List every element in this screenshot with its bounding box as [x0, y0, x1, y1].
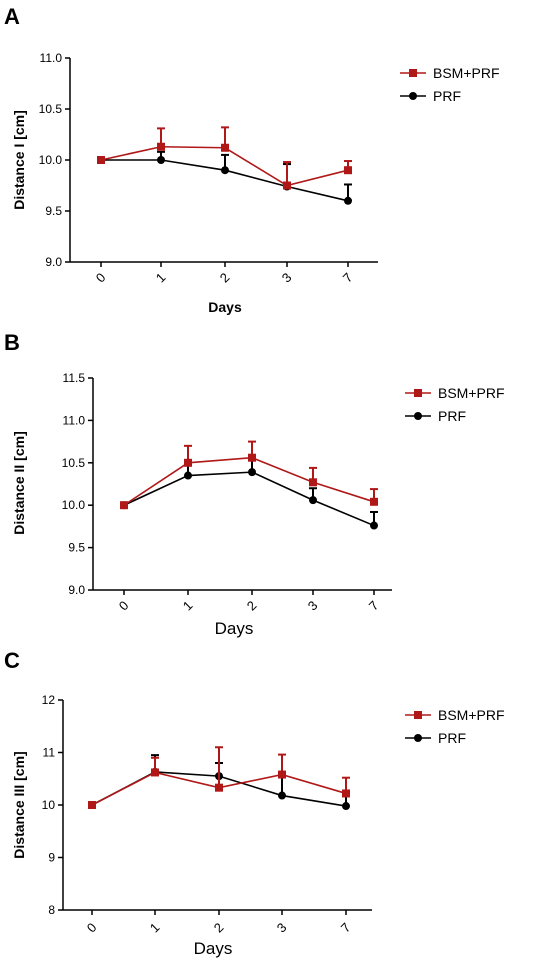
- panel-letter: B: [4, 330, 20, 355]
- chart-panel-a: A 9.0 9.5 10.0 10.5 11.0 0 1 2 3 7 Days Distance I […: [4, 4, 500, 315]
- data-point: [344, 166, 352, 175]
- legend-label: PRF: [433, 88, 461, 104]
- legend-marker: [414, 389, 422, 397]
- y-tick-label: 12: [42, 693, 56, 707]
- x-tick-label: 7: [340, 270, 356, 286]
- y-tick-label: 10: [42, 798, 56, 812]
- y-axis-title: Distance II [cm]: [11, 431, 27, 534]
- x-tick-label: 1: [147, 920, 163, 936]
- panel-letter: A: [4, 4, 20, 29]
- data-point: [370, 497, 378, 506]
- legend: BSM+PRF PRF: [405, 707, 505, 746]
- legend-marker: [409, 92, 417, 100]
- data-point: [184, 471, 192, 480]
- legend: BSM+PRF PRF: [405, 385, 505, 424]
- x-tick-label: 0: [84, 920, 100, 936]
- data-point: [278, 791, 286, 800]
- x-tick-label: 3: [279, 270, 295, 286]
- y-tick-label: 10.5: [62, 456, 86, 470]
- y-tick-label: 9.0: [45, 255, 62, 269]
- data-point: [283, 181, 291, 190]
- x-tick-label: 7: [338, 920, 354, 936]
- data-point: [248, 468, 256, 477]
- x-axis-title: Days: [208, 299, 242, 315]
- data-point: [120, 501, 128, 510]
- x-tick-label: 3: [274, 920, 290, 936]
- series-bsm-prf: [88, 746, 350, 809]
- data-point: [97, 156, 105, 164]
- y-tick-label: 9: [48, 851, 55, 865]
- data-point: [215, 783, 223, 792]
- x-axis-title: Days: [194, 939, 233, 958]
- legend-label: PRF: [438, 730, 466, 746]
- data-point: [221, 166, 229, 175]
- data-point: [309, 496, 317, 505]
- y-tick-label: 11.0: [63, 413, 86, 427]
- legend-label: BSM+PRF: [438, 707, 505, 723]
- data-point: [151, 768, 159, 777]
- y-tick-label: 11.0: [40, 51, 63, 65]
- y-tick-label: 8: [48, 903, 55, 917]
- y-tick-label: 11.5: [63, 371, 86, 385]
- data-point: [221, 143, 229, 152]
- y-tick-label: 10.0: [39, 153, 63, 167]
- legend: BSM+PRF PRF: [400, 65, 500, 104]
- data-point: [157, 156, 165, 164]
- data-point: [370, 521, 378, 530]
- y-tick-label: 9.0: [68, 583, 85, 597]
- legend-marker: [414, 711, 422, 719]
- data-point: [88, 801, 96, 809]
- series-line: [123, 456, 375, 506]
- data-point: [342, 802, 350, 811]
- y-axis-title: Distance III [cm]: [11, 751, 27, 858]
- y-tick-label: 10.0: [62, 498, 86, 512]
- panel-letter: C: [4, 648, 20, 673]
- data-point: [157, 142, 165, 151]
- y-tick-label: 10.5: [39, 102, 63, 116]
- x-tick-label: 0: [116, 598, 132, 614]
- series-bsm-prf: [120, 440, 378, 510]
- legend-label: BSM+PRF: [438, 385, 505, 401]
- y-axis-title: Distance I [cm]: [11, 110, 27, 210]
- legend-marker: [414, 734, 422, 742]
- data-point: [342, 789, 350, 798]
- x-tick-label: 0: [93, 270, 109, 286]
- series-bsm-prf: [97, 126, 352, 190]
- series-prf: [120, 456, 378, 530]
- x-tick-label: 1: [180, 598, 196, 614]
- x-tick-label: 7: [366, 598, 382, 614]
- x-tick-label: 2: [244, 598, 260, 614]
- x-tick-label: 2: [211, 920, 227, 936]
- data-point: [248, 453, 256, 462]
- y-tick-label: 11: [43, 746, 56, 760]
- data-point: [309, 478, 317, 487]
- x-tick-label: 1: [153, 270, 169, 286]
- legend-marker: [414, 412, 422, 420]
- data-point: [278, 770, 286, 779]
- x-tick-label: 2: [217, 270, 233, 286]
- y-tick-label: 9.5: [45, 204, 62, 218]
- legend-label: BSM+PRF: [433, 65, 500, 81]
- y-tick-label: 9.5: [68, 541, 85, 555]
- legend-marker: [409, 69, 417, 77]
- data-point: [184, 458, 192, 467]
- x-tick-label: 3: [305, 598, 321, 614]
- data-point: [344, 196, 352, 205]
- x-axis-title: Days: [215, 619, 254, 638]
- legend-label: PRF: [438, 408, 466, 424]
- chart-panel-b: B 9.0 9.5 10.0 10.5 11.0 11.5 0 1 2 3 7 Days Distance…: [4, 330, 505, 638]
